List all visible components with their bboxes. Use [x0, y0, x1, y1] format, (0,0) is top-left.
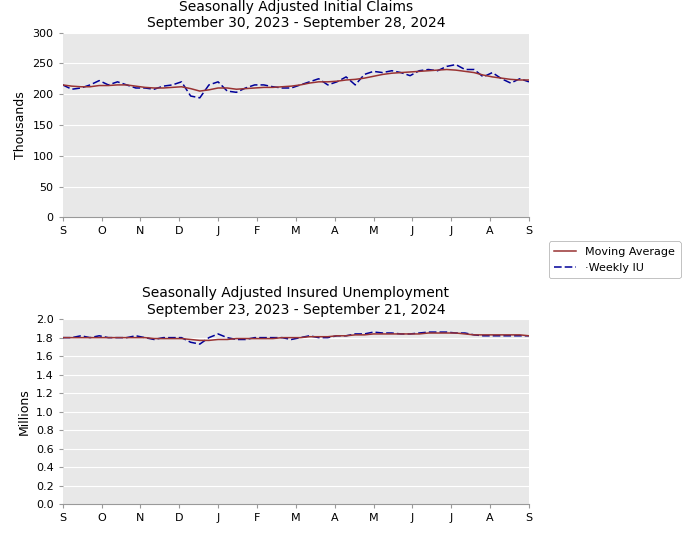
Y-axis label: Millions: Millions: [17, 388, 31, 435]
Title: Seasonally Adjusted Initial Claims
September 30, 2023 - September 28, 2024: Seasonally Adjusted Initial Claims Septe…: [147, 0, 445, 30]
Y-axis label: Thousands: Thousands: [14, 91, 27, 159]
Legend: Moving Average, ·Weekly IU: Moving Average, ·Weekly IU: [548, 242, 681, 278]
Title: Seasonally Adjusted Insured Unemployment
September 23, 2023 - September 21, 2024: Seasonally Adjusted Insured Unemployment…: [142, 286, 450, 317]
